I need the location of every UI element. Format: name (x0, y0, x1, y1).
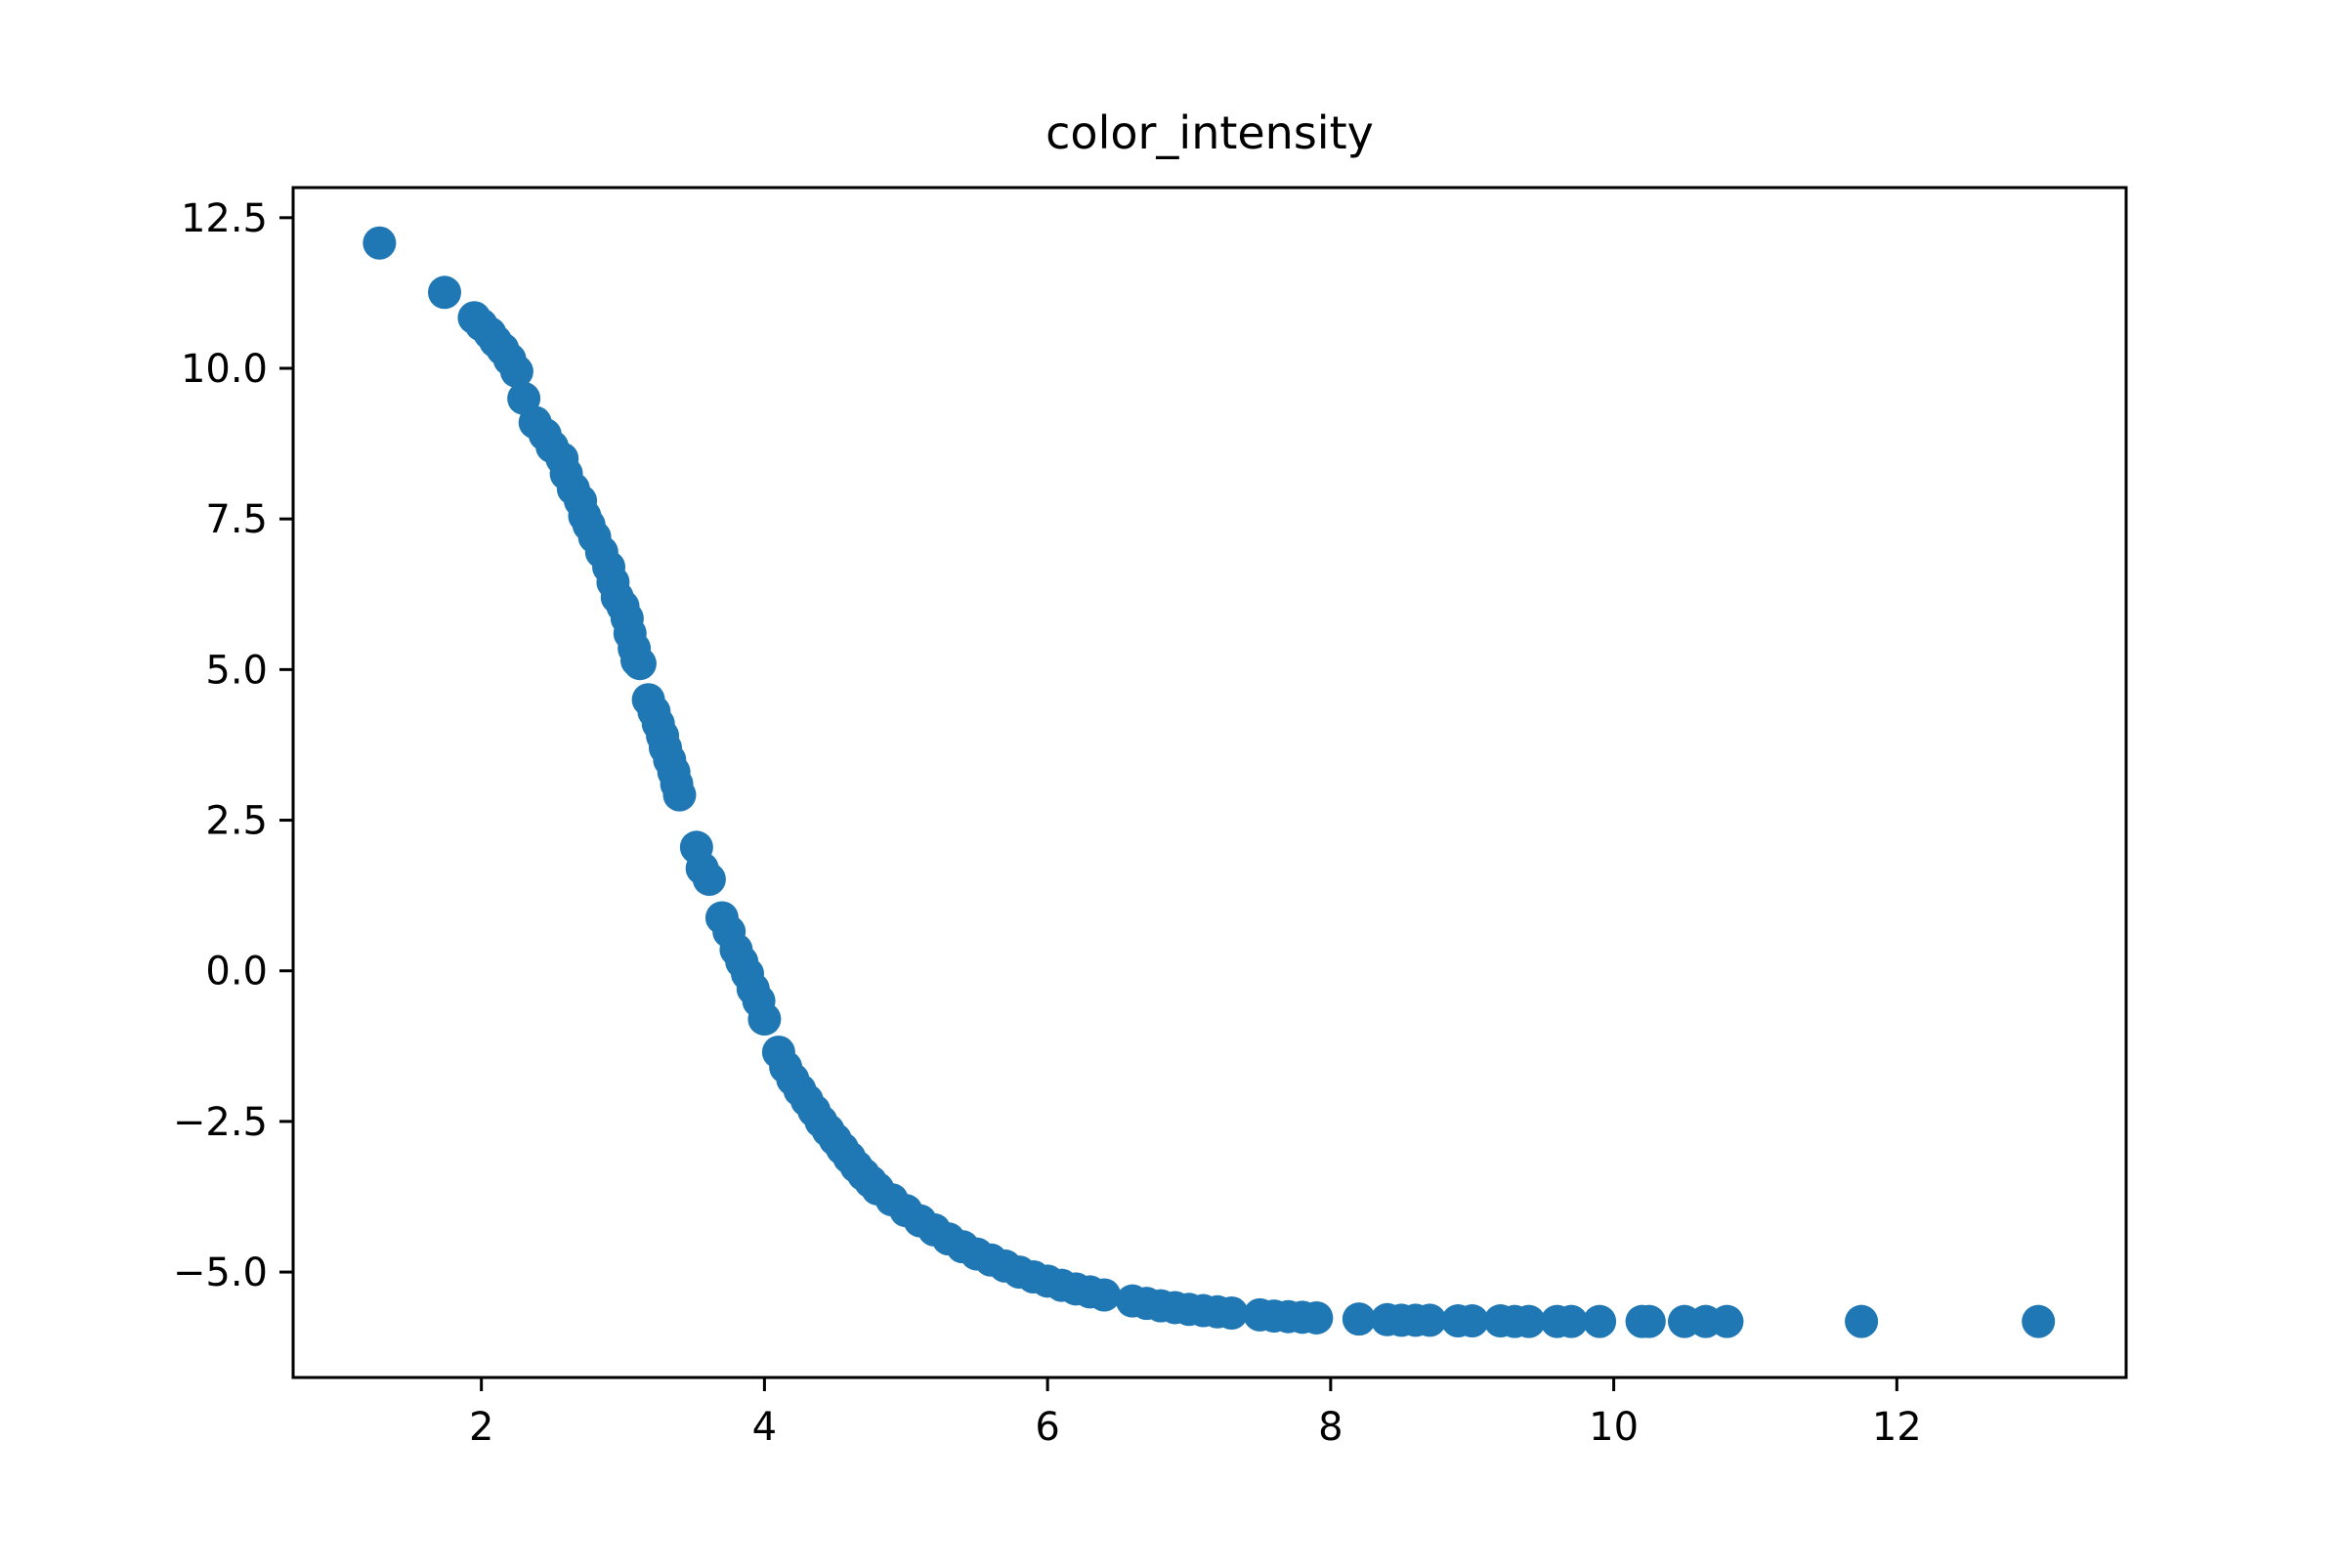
y-tick-label: −5.0 (173, 1250, 268, 1295)
data-point (1845, 1304, 1879, 1338)
data-point (622, 647, 657, 681)
data-point (692, 862, 726, 896)
y-tick-label: 7.5 (205, 497, 268, 542)
y-tick-label: 5.0 (205, 648, 268, 693)
y-tick-label: 0.0 (205, 950, 268, 995)
data-point (1300, 1300, 1334, 1335)
data-point (1632, 1304, 1666, 1338)
data-point (2022, 1304, 2056, 1338)
data-point (1583, 1304, 1617, 1338)
x-tick-label: 2 (469, 1405, 493, 1450)
x-tick-label: 8 (1318, 1405, 1343, 1450)
y-tick-label: 12.5 (181, 196, 268, 241)
data-point (1413, 1303, 1447, 1337)
x-tick-label: 10 (1589, 1405, 1639, 1450)
data-point (362, 226, 397, 260)
data-point (1215, 1296, 1249, 1331)
x-tick-label: 6 (1035, 1405, 1059, 1450)
x-axis-ticks: 2 4 6 8 10 12 (469, 1377, 1922, 1450)
x-tick-label: 4 (752, 1405, 777, 1450)
data-point (1512, 1304, 1546, 1338)
data-point (1455, 1304, 1489, 1338)
data-point (1342, 1302, 1376, 1336)
data-point (1087, 1278, 1122, 1312)
data-point (499, 355, 533, 389)
y-tick-label: −2.5 (173, 1100, 268, 1145)
y-tick-label: 2.5 (205, 799, 268, 844)
y-tick-label: 10.0 (181, 347, 268, 392)
data-point (1555, 1304, 1589, 1338)
chart-title: color_intensity (1045, 106, 1374, 159)
data-point (428, 275, 462, 310)
plot-frame (291, 186, 2128, 1379)
data-point (1710, 1304, 1744, 1338)
x-tick-label: 12 (1872, 1405, 1922, 1450)
data-point (747, 1002, 782, 1037)
y-axis-ticks: 12.5 10.0 7.5 5.0 2.5 0.0 −2.5 −5.0 (173, 196, 293, 1295)
data-point (662, 778, 697, 812)
data-points (362, 226, 2056, 1338)
